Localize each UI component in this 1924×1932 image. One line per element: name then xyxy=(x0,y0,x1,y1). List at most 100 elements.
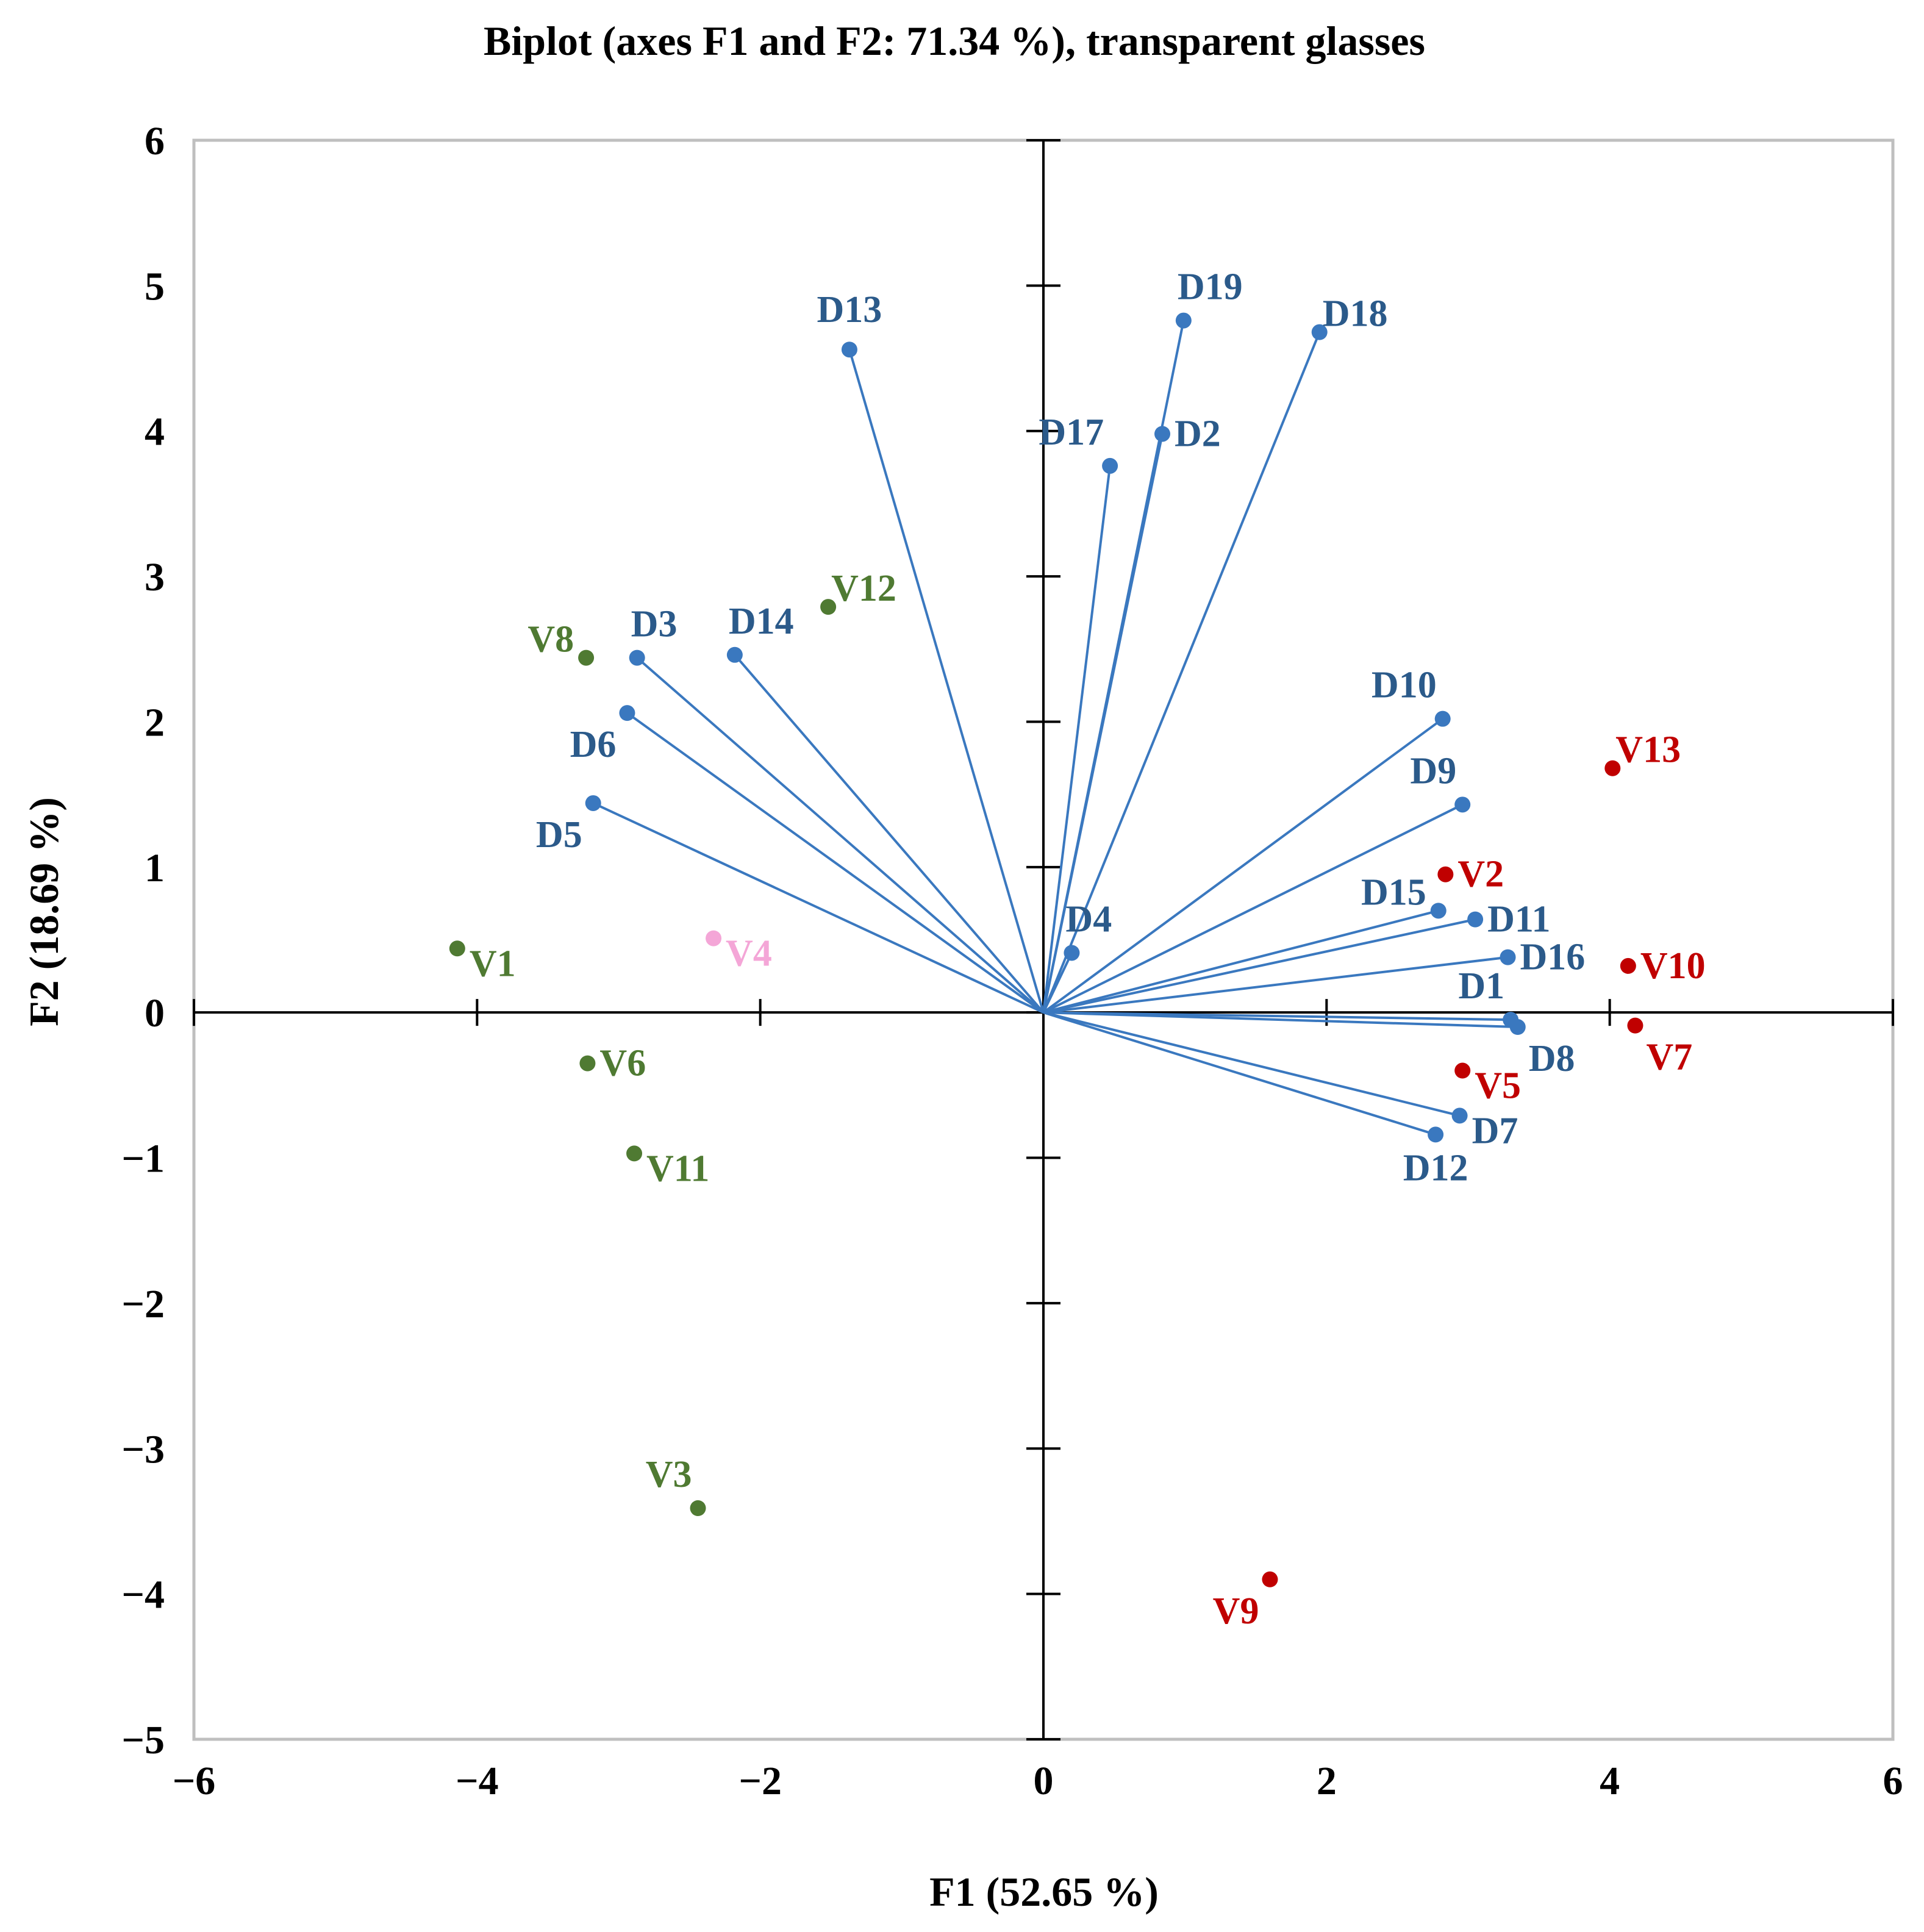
y-tick-label: −2 xyxy=(121,1282,165,1326)
label-d2: D2 xyxy=(1175,413,1221,454)
point-d19 xyxy=(1175,312,1192,329)
point-series: V4 xyxy=(706,930,772,975)
label-v2: V2 xyxy=(1457,854,1504,895)
label-v11: V11 xyxy=(646,1148,709,1189)
vector-line-d2 xyxy=(1042,434,1164,1013)
label-d6: D6 xyxy=(570,724,617,765)
point-d2 xyxy=(1154,426,1171,442)
chart-title: Biplot (axes F1 and F2: 71.34 %), transp… xyxy=(484,18,1425,64)
x-tick-label: 0 xyxy=(1034,1759,1054,1803)
label-v6: V6 xyxy=(599,1043,646,1084)
vector-line-d11 xyxy=(1043,918,1476,1014)
label-v7: V7 xyxy=(1646,1037,1692,1078)
label-d4: D4 xyxy=(1065,898,1112,940)
x-axis-label: F1 (52.65 %) xyxy=(929,1869,1159,1915)
y-tick-label: 4 xyxy=(145,410,165,454)
y-axis-label: F2 (18.69 %) xyxy=(21,797,67,1026)
vector-line-d7 xyxy=(1043,1011,1461,1117)
x-tick-label: 4 xyxy=(1600,1759,1620,1803)
point-d13 xyxy=(841,342,857,358)
y-tick-label: −1 xyxy=(121,1137,165,1181)
vector-line-d10 xyxy=(1042,718,1443,1014)
vector-line-d3 xyxy=(636,657,1045,1014)
point-v11 xyxy=(626,1145,643,1162)
vector-line-d18 xyxy=(1042,331,1321,1013)
point-d5 xyxy=(585,795,601,811)
point-d6 xyxy=(619,705,635,721)
point-d12 xyxy=(1428,1126,1444,1143)
label-v8: V8 xyxy=(527,619,574,660)
point-v7 xyxy=(1627,1017,1643,1034)
label-d11: D11 xyxy=(1487,899,1550,940)
label-d1: D1 xyxy=(1458,965,1504,1007)
y-tick-label: −4 xyxy=(121,1573,165,1617)
label-d3: D3 xyxy=(631,604,678,645)
vector-line-d6 xyxy=(626,712,1045,1014)
x-tick-label: 6 xyxy=(1883,1759,1903,1803)
label-d13: D13 xyxy=(817,289,882,331)
point-v2 xyxy=(1437,866,1454,882)
point-v12 xyxy=(820,599,837,615)
x-tick-label: −2 xyxy=(738,1759,782,1803)
vector-line-d16 xyxy=(1043,956,1508,1014)
label-d12: D12 xyxy=(1403,1147,1468,1189)
point-d18 xyxy=(1311,324,1328,340)
point-d9 xyxy=(1454,796,1471,813)
y-tick-label: 6 xyxy=(145,119,165,163)
y-tick-label: 3 xyxy=(145,555,165,599)
vector-line-d5 xyxy=(592,802,1044,1014)
point-d15 xyxy=(1430,903,1447,919)
point-series: V13 V2 V10 V7 V5 V9 xyxy=(1213,729,1706,1632)
x-tick-label: −4 xyxy=(456,1759,499,1803)
y-tick-label: −5 xyxy=(121,1718,165,1762)
point-v3 xyxy=(690,1500,706,1517)
label-v9: V9 xyxy=(1213,1590,1259,1632)
point-d14 xyxy=(726,646,743,663)
label-v13: V13 xyxy=(1615,729,1681,771)
point-series: V12 V8 V1 V6 V11 V3 xyxy=(449,568,896,1517)
y-tick-label: 1 xyxy=(145,846,165,890)
label-v10: V10 xyxy=(1640,945,1706,987)
point-d16 xyxy=(1500,949,1516,965)
point-v9 xyxy=(1262,1571,1278,1587)
x-tick-label: −6 xyxy=(173,1759,216,1803)
point-d10 xyxy=(1434,710,1451,727)
point-d8 xyxy=(1509,1019,1526,1036)
label-v4: V4 xyxy=(726,933,772,975)
label-d15: D15 xyxy=(1361,871,1426,913)
point-v13 xyxy=(1604,760,1621,776)
label-d18: D18 xyxy=(1323,293,1388,335)
label-d7: D7 xyxy=(1472,1110,1518,1151)
vector-line-d17 xyxy=(1042,465,1112,1013)
y-tick-label: 2 xyxy=(145,700,165,745)
vector-line-d4 xyxy=(1042,952,1073,1014)
vector-line-d15 xyxy=(1043,909,1439,1014)
point-d4 xyxy=(1064,945,1080,961)
vector-line-d12 xyxy=(1043,1011,1436,1136)
vector-line-d8 xyxy=(1043,1011,1518,1029)
label-v12: V12 xyxy=(831,568,896,609)
point-v4 xyxy=(706,930,722,946)
label-d19: D19 xyxy=(1178,267,1243,308)
vector-line-d13 xyxy=(848,349,1045,1013)
point-v10 xyxy=(1620,957,1636,974)
label-v5: V5 xyxy=(1475,1065,1521,1107)
label-v3: V3 xyxy=(646,1454,692,1495)
label-v1: V1 xyxy=(470,943,516,984)
point-v8 xyxy=(578,649,595,666)
label-d17: D17 xyxy=(1039,412,1104,453)
point-d3 xyxy=(629,649,645,666)
label-d8: D8 xyxy=(1529,1038,1575,1079)
vector-line-d14 xyxy=(734,654,1045,1014)
point-v6 xyxy=(579,1055,596,1072)
label-d10: D10 xyxy=(1371,665,1437,706)
label-d9: D9 xyxy=(1410,750,1456,792)
point-v5 xyxy=(1454,1062,1471,1079)
point-v1 xyxy=(449,940,465,957)
x-tick-label: 2 xyxy=(1317,1759,1337,1803)
